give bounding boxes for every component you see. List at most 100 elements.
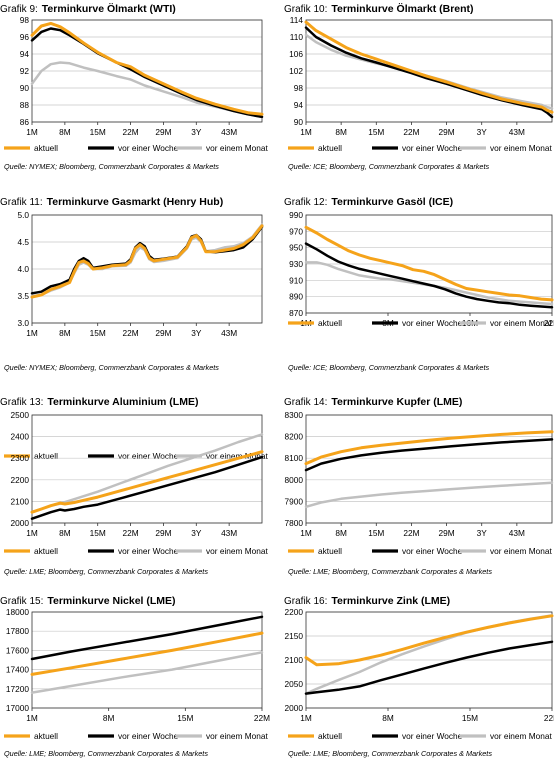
legend-label-woche: vor einer Woche [118,731,179,741]
legend-label-woche: vor einer Woche [118,451,179,461]
chart-title: Grafik 15: Terminkurve Nickel (LME) [0,595,176,607]
y-tick-label: 7800 [285,518,304,528]
legend-label-woche: vor einer Woche [118,143,179,153]
y-tick-label: 18000 [6,607,29,617]
x-tick-label: 22M [544,318,554,328]
series-line-monat [304,614,554,695]
series-line-woche [30,455,264,520]
legend-label-aktuell: aktuell [34,451,58,461]
series-line-woche [304,26,554,119]
chart-svg: 3.0 3.5 4.0 4.5 5.0 1M 8M 15M 22M 29M 3Y 43M aktuell… [4,210,268,461]
legend-label-woche: vor einer Woche [402,143,463,153]
y-tick-label: 3.0 [17,318,29,328]
plot-frame [31,19,263,123]
y-tick-label: 2050 [285,679,304,689]
chart-label: Grafik 16: [284,596,328,607]
x-tick-label: 29M [155,328,171,338]
legend-label-aktuell: aktuell [318,546,342,556]
x-tick-label: 3Y [191,328,202,338]
x-tick-label: 3Y [477,528,488,538]
series-line-aktuell [304,430,554,466]
source-note: Quelle: LME; Bloomberg, Commerzbank Corp… [4,749,208,758]
y-tick-label: 114 [290,15,304,25]
y-tick-label: 8200 [285,432,304,442]
x-tick-label: 22M [123,328,139,338]
x-tick-label: 43M [509,528,525,538]
series-line-woche [304,640,554,695]
y-tick-label: 970 [289,226,303,236]
chart-title: Grafik 9: Terminkurve Ölmarkt (WTI) [0,3,176,15]
series-line-woche [30,615,264,661]
chart-panel-5: Grafik 13: Terminkurve Aluminium (LME) 200… [0,393,270,583]
chart-label: Grafik 9: [0,4,38,15]
chart-label: Grafik 14: [284,397,328,408]
x-tick-label: 1M [300,713,312,723]
y-tick-label: 2000 [11,518,30,528]
series-line-monat [30,433,264,514]
plot-frame [305,19,553,123]
plot-frame [31,214,263,324]
chart-panel-2: Grafik 10: Terminkurve Ölmarkt (Brent) 90 9… [284,0,554,190]
chart-label: Grafik 10: [284,4,328,15]
y-tick-label: 86 [20,117,30,127]
y-tick-label: 90 [294,117,304,127]
chart-panel-3: Grafik 11: Terminkurve Gasmarkt (Henry Hu… [0,193,270,461]
chart-panel-4: Grafik 12: Terminkurve Gasöl (ICE) 870 890 9… [284,193,554,383]
x-tick-label: 15M [462,713,478,723]
plot-frame [305,414,553,524]
legend-label-monat: vor einem Monat [206,731,268,741]
legend-label-monat: vor einem Monat [206,546,268,556]
x-tick-label: 29M [155,127,171,137]
source-note: Quelle: NYMEX; Bloomberg, Commerzbank Co… [4,162,219,171]
x-tick-label: 1M [26,328,38,338]
y-tick-label: 870 [289,308,303,318]
x-tick-label: 22M [544,713,554,723]
chart-svg: 2000 2100 2200 2300 2400 2500 1M 8M 15M 22M 29M 3Y 4… [4,410,268,556]
chart-svg: 8708909109309509709901M8M16M22Maktuellvo… [288,210,554,328]
y-tick-label: 2150 [285,631,304,641]
x-tick-label: 3Y [477,127,488,137]
plot-frame [305,611,553,709]
legend-label-aktuell: aktuell [34,546,58,556]
y-tick-label: 110 [290,32,304,42]
source-note: Quelle: ICE; Bloomberg, Commerzbank Corp… [288,162,490,171]
y-tick-label: 2300 [11,453,30,463]
legend-label-monat: vor einem Monat [206,143,268,153]
legend-label-woche: vor einer Woche [118,546,179,556]
y-tick-label: 8000 [285,475,304,485]
chart-title-text: Terminkurve Ölmarkt (Brent) [331,3,474,15]
plot-frame [31,414,263,524]
series-line-monat [304,481,554,509]
chart-label: Grafik 11: [0,197,43,208]
y-tick-label: 8300 [285,410,304,420]
legend-label-aktuell: aktuell [318,731,342,741]
source-note: Quelle: ICE; Bloomberg, Commerzbank Corp… [288,363,490,372]
series-line-aktuell [30,631,264,676]
y-tick-label: 990 [289,210,303,220]
chart-title-text: Terminkurve Kupfer (LME) [331,396,463,408]
series-line-aktuell [304,20,554,114]
legend-label-aktuell: aktuell [318,143,342,153]
y-tick-label: 2100 [11,496,30,506]
y-tick-label: 2100 [285,655,304,665]
y-tick-label: 2000 [285,703,304,713]
y-tick-label: 17400 [6,665,29,675]
chart-title-text: Terminkurve Ölmarkt (WTI) [41,3,176,15]
source-note: Quelle: LME; Bloomberg, Commerzbank Corp… [288,567,492,576]
series-line-aktuell [30,450,264,514]
chart-label: Grafik 15: [0,596,44,607]
legend-label-monat: vor einem Monat [490,546,552,556]
legend-label-monat: vor einem Monat [490,318,552,328]
legend-label-aktuell: aktuell [34,731,58,741]
chart-title-text: Terminkurve Nickel (LME) [47,595,176,607]
chart-svg: 2000 2050 2100 2150 2200 1M 8M 15M 22M aktuell vor… [285,607,554,741]
y-tick-label: 94 [20,49,30,59]
source-note: Quelle: LME; Bloomberg, Commerzbank Corp… [4,567,208,576]
chart-title-text: Terminkurve Gasöl (ICE) [331,196,454,208]
y-tick-label: 94 [294,100,304,110]
x-tick-label: 8M [59,127,71,137]
chart-panel-6: Grafik 14: Terminkurve Kupfer (LME) 7800 79… [284,393,554,583]
legend-label-aktuell: aktuell [318,318,342,328]
y-tick-label: 930 [289,259,303,269]
chart-panel-7: Grafik 15: Terminkurve Nickel (LME) 17000 1… [0,592,270,782]
